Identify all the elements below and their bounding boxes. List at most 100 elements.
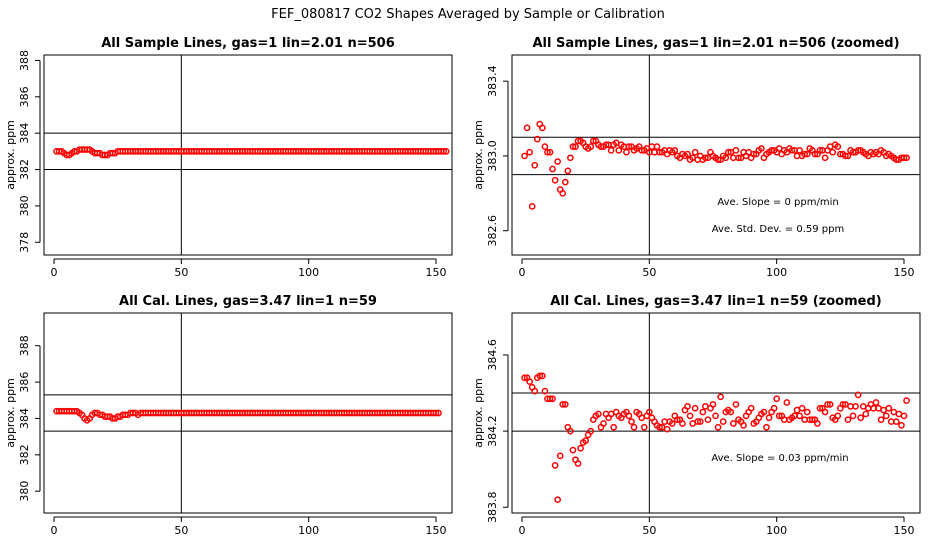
y-tick-label: 384.6 bbox=[486, 339, 499, 371]
data-point bbox=[849, 412, 857, 420]
data-point bbox=[747, 404, 755, 412]
data-point bbox=[788, 146, 796, 154]
data-point bbox=[440, 148, 447, 155]
x-tick-label: 100 bbox=[298, 266, 319, 279]
data-point bbox=[732, 146, 740, 154]
data-point bbox=[625, 143, 633, 150]
data-point bbox=[839, 401, 847, 408]
data-point bbox=[773, 395, 781, 403]
panel-title: All Sample Lines, gas=1 lin=2.01 n=506 bbox=[101, 36, 395, 51]
data-point bbox=[653, 143, 661, 150]
data-point bbox=[702, 154, 709, 162]
y-tick-label: 388 bbox=[18, 335, 31, 356]
x-tick-label: 150 bbox=[426, 266, 447, 279]
data-point bbox=[844, 416, 852, 424]
data-point bbox=[679, 420, 686, 427]
data-point bbox=[526, 148, 533, 156]
data-point bbox=[758, 145, 765, 152]
data-point bbox=[694, 418, 702, 425]
data-point bbox=[539, 124, 546, 132]
data-point bbox=[625, 412, 633, 420]
data-points bbox=[53, 407, 442, 424]
data-point bbox=[834, 143, 842, 150]
data-point bbox=[686, 412, 694, 420]
data-point bbox=[554, 496, 562, 504]
x-tick-label: 50 bbox=[174, 524, 188, 537]
data-point bbox=[704, 416, 712, 424]
data-point bbox=[844, 152, 852, 160]
data-point bbox=[811, 150, 819, 158]
data-point bbox=[572, 143, 579, 150]
data-point bbox=[640, 423, 648, 431]
data-point bbox=[442, 148, 450, 155]
y-tick-label: 382.6 bbox=[486, 215, 499, 247]
data-point bbox=[803, 408, 811, 416]
y-tick-label: 382 bbox=[18, 444, 31, 465]
data-point bbox=[714, 423, 722, 431]
chart-panel-1: All Sample Lines, gas=1 lin=2.01 n=506 0 5… bbox=[4, 36, 453, 279]
data-point bbox=[551, 176, 559, 184]
data-point bbox=[760, 408, 768, 416]
data-point bbox=[582, 437, 590, 444]
data-point bbox=[877, 416, 885, 424]
data-point bbox=[808, 416, 816, 424]
data-point bbox=[569, 446, 577, 454]
data-point bbox=[521, 152, 528, 160]
data-point bbox=[567, 154, 574, 162]
data-point bbox=[900, 154, 908, 162]
data-point bbox=[569, 143, 577, 150]
data-point bbox=[663, 425, 671, 433]
figure-title: FEF_080817 CO2 Shapes Averaged by Sample… bbox=[271, 7, 665, 22]
y-tick-label: 383.4 bbox=[486, 65, 499, 97]
data-point bbox=[684, 402, 691, 410]
data-point bbox=[559, 401, 567, 408]
data-point bbox=[717, 393, 724, 401]
data-point bbox=[551, 462, 559, 469]
data-point bbox=[435, 409, 442, 417]
data-point bbox=[740, 422, 747, 429]
x-tick-label: 0 bbox=[51, 266, 58, 279]
data-point bbox=[775, 412, 783, 420]
annotation-text: Ave. Slope = 0 ppm/min bbox=[717, 197, 838, 208]
y-axis-label: approx. ppm bbox=[472, 120, 485, 190]
y-axis: 383.8 384.2 384.6 bbox=[486, 339, 509, 523]
chart-panel-4: All Cal. Lines, gas=3.47 lin=1 n=59 (zoo… bbox=[472, 294, 921, 537]
x-tick-label: 50 bbox=[174, 266, 188, 279]
data-point bbox=[567, 427, 574, 435]
data-point bbox=[668, 420, 676, 427]
data-point bbox=[712, 412, 719, 420]
data-point bbox=[554, 158, 562, 165]
y-axis-label: approx. ppm bbox=[4, 378, 17, 448]
chart-panel-3: All Cal. Lines, gas=3.47 lin=1 n=59 0 50 10… bbox=[4, 294, 453, 537]
data-point bbox=[691, 148, 699, 156]
plot-frame bbox=[511, 54, 921, 256]
plot-frame bbox=[511, 312, 921, 514]
data-point bbox=[577, 444, 584, 452]
data-point bbox=[561, 178, 569, 186]
data-point bbox=[574, 460, 582, 467]
plot-frame bbox=[43, 54, 453, 256]
plot-frame bbox=[43, 312, 453, 514]
data-point bbox=[727, 408, 735, 416]
data-point bbox=[798, 404, 806, 412]
data-point bbox=[541, 143, 549, 150]
data-point bbox=[732, 401, 740, 408]
data-point bbox=[628, 418, 635, 425]
data-point bbox=[722, 154, 730, 162]
data-point bbox=[714, 156, 722, 164]
data-point bbox=[816, 146, 824, 154]
data-point bbox=[783, 399, 791, 406]
x-tick-label: 100 bbox=[298, 524, 319, 537]
y-axis: 382.6 383.0 383.4 bbox=[486, 65, 509, 247]
data-point bbox=[803, 150, 811, 158]
data-point bbox=[521, 374, 528, 382]
data-point bbox=[885, 404, 893, 412]
data-point bbox=[523, 124, 531, 132]
x-tick-label: 0 bbox=[51, 524, 58, 537]
data-point bbox=[615, 146, 623, 154]
data-point bbox=[546, 148, 554, 156]
data-point bbox=[882, 412, 890, 420]
data-point bbox=[531, 387, 539, 395]
x-tick-label: 100 bbox=[766, 266, 787, 279]
